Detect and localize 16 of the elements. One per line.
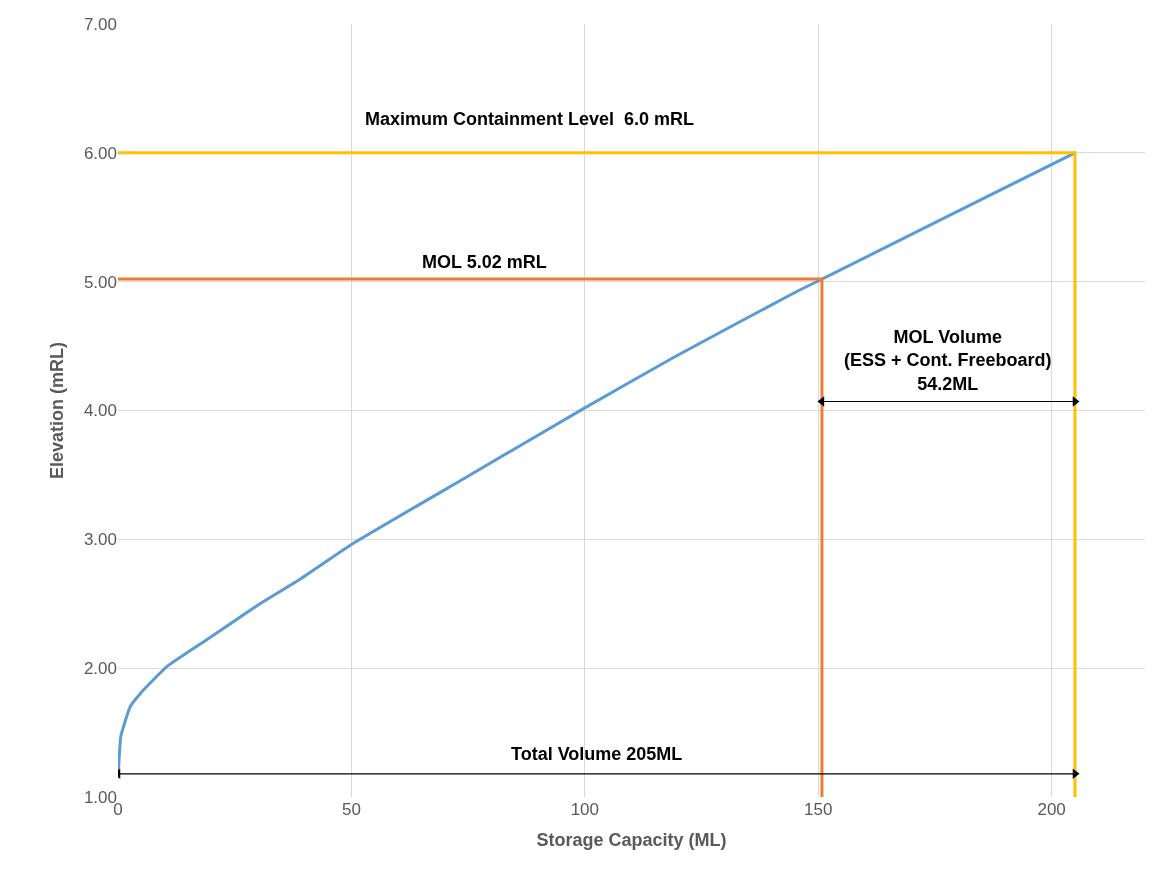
y-tick-label: 4.00 <box>83 401 117 421</box>
x-tick-label: 100 <box>570 800 600 819</box>
annotation: Total Volume 205ML <box>511 744 683 764</box>
x-tick-label: 150 <box>804 800 833 819</box>
y-axis-title: Elevation (mRL) <box>47 341 68 480</box>
y-tick-label: 6.00 <box>83 143 117 163</box>
x-tick-label: 200 <box>1037 800 1066 819</box>
x-axis-title: Storage Capacity (ML) <box>536 830 727 851</box>
annotation: MOL 5.02 mRL <box>422 252 547 272</box>
annotation: MOL Volume (ESS + Cont. Freeboard) 54.2ML <box>844 327 1052 394</box>
y-tick-label: 7.00 <box>83 14 117 34</box>
x-tick-label: 50 <box>341 800 361 819</box>
y-tick-label: 2.00 <box>83 659 117 679</box>
y-tick-label: 3.00 <box>83 530 117 550</box>
annotation: Maximum Containment Level 6.0 mRL <box>365 109 695 129</box>
y-tick-label: 5.00 <box>83 272 117 292</box>
